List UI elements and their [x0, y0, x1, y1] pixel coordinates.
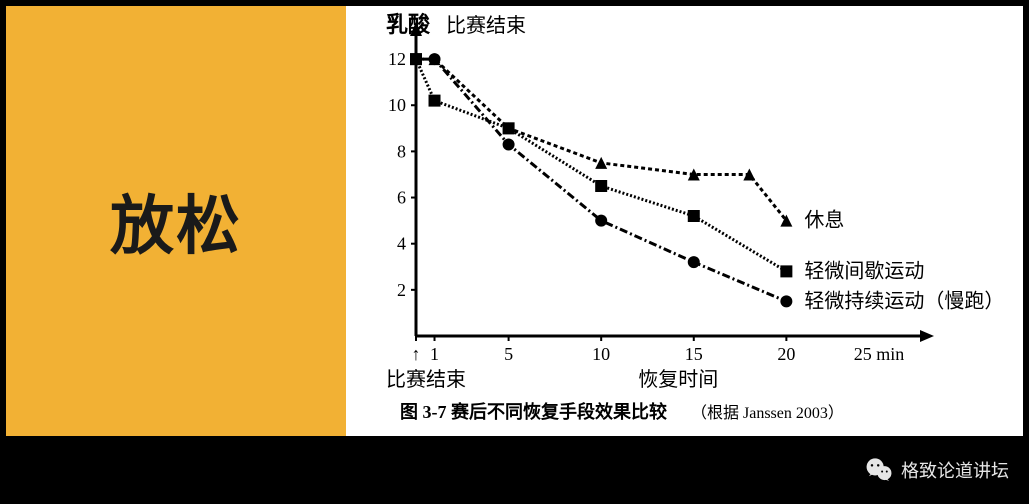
right-panel: 24681012乳酸比赛结束↑1510152025 min比赛结束恢复时间休息轻… [346, 6, 1023, 436]
svg-text:15: 15 [685, 344, 703, 364]
wechat-icon [865, 456, 893, 484]
svg-text:恢复时间: 恢复时间 [638, 368, 718, 391]
svg-text:4: 4 [397, 234, 406, 254]
svg-text:10: 10 [388, 95, 406, 115]
svg-text:6: 6 [397, 188, 406, 208]
svg-text:轻微持续运动（慢跑）: 轻微持续运动（慢跑） [804, 289, 1004, 312]
watermark: 格致论道讲坛 [865, 456, 1009, 484]
caption-sub: （根据 Janssen 2003） [691, 399, 844, 423]
svg-text:↑: ↑ [412, 344, 421, 364]
lactate-chart: 24681012乳酸比赛结束↑1510152025 min比赛结束恢复时间休息轻… [356, 6, 1016, 398]
svg-text:10: 10 [592, 344, 610, 364]
svg-text:比赛结束: 比赛结束 [446, 14, 526, 37]
svg-text:休息: 休息 [804, 209, 844, 232]
caption-main: 图 3-7 赛后不同恢复手段效果比较 [400, 398, 667, 424]
watermark-label: 格致论道讲坛 [901, 457, 1009, 483]
svg-text:2: 2 [397, 280, 406, 300]
svg-text:5: 5 [504, 344, 513, 364]
page-root: 放松 24681012乳酸比赛结束↑1510152025 min比赛结束恢复时间… [0, 0, 1029, 504]
svg-text:轻微间歇运动: 轻微间歇运动 [804, 259, 924, 282]
svg-text:12: 12 [388, 49, 406, 69]
left-title: 放松 [110, 175, 242, 267]
svg-text:比赛结束: 比赛结束 [386, 368, 466, 391]
svg-text:乳酸: 乳酸 [386, 12, 431, 37]
svg-text:1: 1 [430, 344, 439, 364]
svg-text:8: 8 [397, 141, 406, 161]
slide: 放松 24681012乳酸比赛结束↑1510152025 min比赛结束恢复时间… [6, 6, 1023, 436]
svg-text:20: 20 [777, 344, 795, 364]
left-panel: 放松 [6, 6, 346, 436]
chart-container: 24681012乳酸比赛结束↑1510152025 min比赛结束恢复时间休息轻… [356, 6, 1016, 436]
svg-text:25 min: 25 min [854, 344, 905, 364]
chart-caption: 图 3-7 赛后不同恢复手段效果比较 （根据 Janssen 2003） [400, 398, 844, 424]
